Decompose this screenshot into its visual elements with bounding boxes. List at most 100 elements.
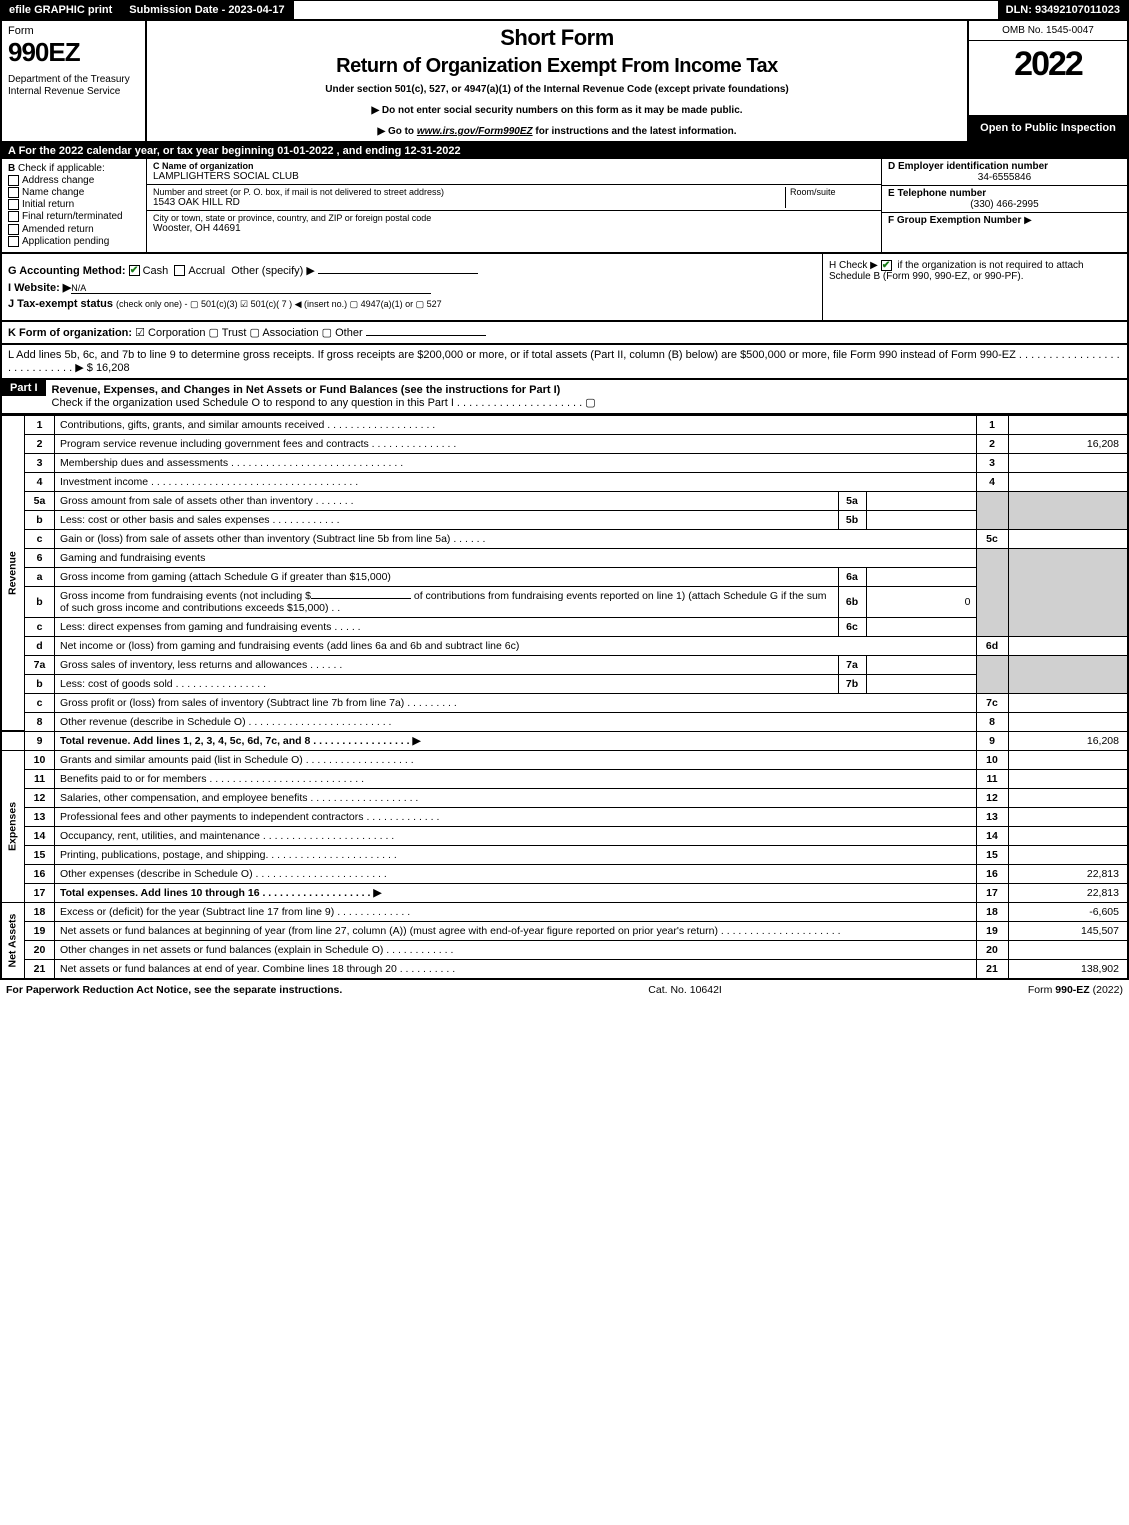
line-rnum: 6d [976, 636, 1008, 655]
line-rval: 22,813 [1008, 883, 1128, 902]
checkbox-h[interactable] [881, 260, 892, 271]
org-name: LAMPLIGHTERS SOCIAL CLUB [153, 171, 875, 182]
submission-date: Submission Date - 2023-04-17 [121, 1, 293, 19]
desc-bold: Total expenses. Add lines 10 through 16 … [60, 887, 381, 899]
open-to-public: Open to Public Inspection [969, 115, 1127, 141]
expenses-label: Expenses [1, 750, 25, 902]
line-desc: Membership dues and assessments . . . . … [55, 453, 977, 472]
line-num: 16 [25, 864, 55, 883]
note-link-post: for instructions and the latest informat… [533, 126, 737, 137]
header-right: OMB No. 1545-0047 2022 Open to Public In… [967, 21, 1127, 141]
k-other-input[interactable] [366, 335, 486, 336]
line-desc: Gross income from fundraising events (no… [55, 586, 839, 617]
org-street: 1543 OAK HILL RD [153, 197, 785, 208]
line-midnum: 7b [838, 674, 866, 693]
checkbox-name-change[interactable] [8, 187, 19, 198]
part-i-title: Revenue, Expenses, and Changes in Net As… [46, 380, 1127, 413]
checkbox-amended-return[interactable] [8, 224, 19, 235]
line-desc: Program service revenue including govern… [55, 434, 977, 453]
line-desc: Total expenses. Add lines 10 through 16 … [55, 883, 977, 902]
line-num: 9 [25, 731, 55, 750]
note-ssn: ▶ Do not enter social security numbers o… [153, 105, 961, 116]
line-rnum: 4 [976, 472, 1008, 491]
line-desc: Excess or (deficit) for the year (Subtra… [55, 902, 977, 921]
line-midval: 0 [866, 586, 976, 617]
section-def: D Employer identification number 34-6555… [882, 159, 1127, 252]
line-rnum: 13 [976, 807, 1008, 826]
line-midval [866, 567, 976, 586]
irs-link[interactable]: www.irs.gov/Form990EZ [417, 126, 533, 137]
line-h: H Check ▶ if the organization is not req… [822, 254, 1127, 320]
line-num: 6 [25, 548, 55, 567]
line-midnum: 6a [838, 567, 866, 586]
website-value: N/A [71, 283, 431, 294]
line-rnum: 10 [976, 750, 1008, 769]
line-desc: Net assets or fund balances at beginning… [55, 921, 977, 940]
dln: DLN: 93492107011023 [998, 1, 1128, 19]
f-arrow: ▶ [1024, 215, 1032, 226]
grey-cell [976, 655, 1008, 693]
line-desc: Less: direct expenses from gaming and fu… [55, 617, 839, 636]
chk-label: Initial return [22, 199, 74, 210]
checkbox-final-return[interactable] [8, 211, 19, 222]
line-rval [1008, 845, 1128, 864]
block-b-through-f: B Check if applicable: Address change Na… [0, 159, 1129, 254]
line-desc: Less: cost or other basis and sales expe… [55, 510, 839, 529]
header-left: Form 990EZ Department of the Treasury In… [2, 21, 147, 141]
line-rnum: 18 [976, 902, 1008, 921]
header-center: Short Form Return of Organization Exempt… [147, 21, 967, 141]
efile-print-button[interactable]: efile GRAPHIC print [1, 1, 121, 19]
line-rnum: 9 [976, 731, 1008, 750]
line-rval [1008, 807, 1128, 826]
revenue-label: Revenue [1, 415, 25, 731]
line-rval [1008, 529, 1128, 548]
h-text: H Check ▶ [829, 260, 881, 271]
line-rval [1008, 693, 1128, 712]
footer-left: For Paperwork Reduction Act Notice, see … [6, 984, 342, 996]
checkbox-address-change[interactable] [8, 175, 19, 186]
form-number: 990EZ [8, 37, 139, 68]
part-i-header: Part I Revenue, Expenses, and Changes in… [0, 380, 1129, 415]
line-num: 21 [25, 959, 55, 979]
k-label: K Form of organization: [8, 327, 132, 339]
checkbox-cash[interactable] [129, 265, 140, 276]
line-rnum: 15 [976, 845, 1008, 864]
department: Department of the Treasury Internal Reve… [8, 74, 139, 98]
l-amount: 16,208 [96, 362, 130, 374]
line-rval [1008, 940, 1128, 959]
line-desc: Gross profit or (loss) from sales of inv… [55, 693, 977, 712]
subtitle: Under section 501(c), 527, or 4947(a)(1)… [153, 84, 961, 95]
chk-label: Final return/terminated [22, 212, 123, 223]
b-letter: B [8, 163, 15, 174]
line-desc: Professional fees and other payments to … [55, 807, 977, 826]
checkbox-initial-return[interactable] [8, 199, 19, 210]
checkbox-application-pending[interactable] [8, 236, 19, 247]
line-rnum: 14 [976, 826, 1008, 845]
omb-number: OMB No. 1545-0047 [969, 21, 1127, 41]
grey-cell [1008, 491, 1128, 529]
line-desc: Other revenue (describe in Schedule O) .… [55, 712, 977, 731]
line-rval [1008, 826, 1128, 845]
form-header: Form 990EZ Department of the Treasury In… [0, 20, 1129, 143]
line-num: a [25, 567, 55, 586]
line-rval [1008, 472, 1128, 491]
line-midval [866, 655, 976, 674]
spacer [1, 731, 25, 750]
line-midval [866, 617, 976, 636]
line-desc: Net income or (loss) from gaming and fun… [55, 636, 977, 655]
grey-cell [976, 491, 1008, 529]
line-num: c [25, 693, 55, 712]
line-num: 19 [25, 921, 55, 940]
line-rnum: 3 [976, 453, 1008, 472]
note-link: ▶ Go to www.irs.gov/Form990EZ for instru… [153, 126, 961, 137]
blank-input[interactable] [311, 598, 411, 599]
block-ghij: G Accounting Method: Cash Accrual Other … [0, 254, 1129, 322]
g-other-input[interactable] [318, 273, 478, 274]
line-num: 17 [25, 883, 55, 902]
line-g: G Accounting Method: Cash Accrual Other … [8, 264, 816, 277]
line-rval [1008, 415, 1128, 434]
line-midnum: 7a [838, 655, 866, 674]
line-rval [1008, 750, 1128, 769]
d-label: D Employer identification number [888, 161, 1048, 172]
checkbox-accrual[interactable] [174, 265, 185, 276]
